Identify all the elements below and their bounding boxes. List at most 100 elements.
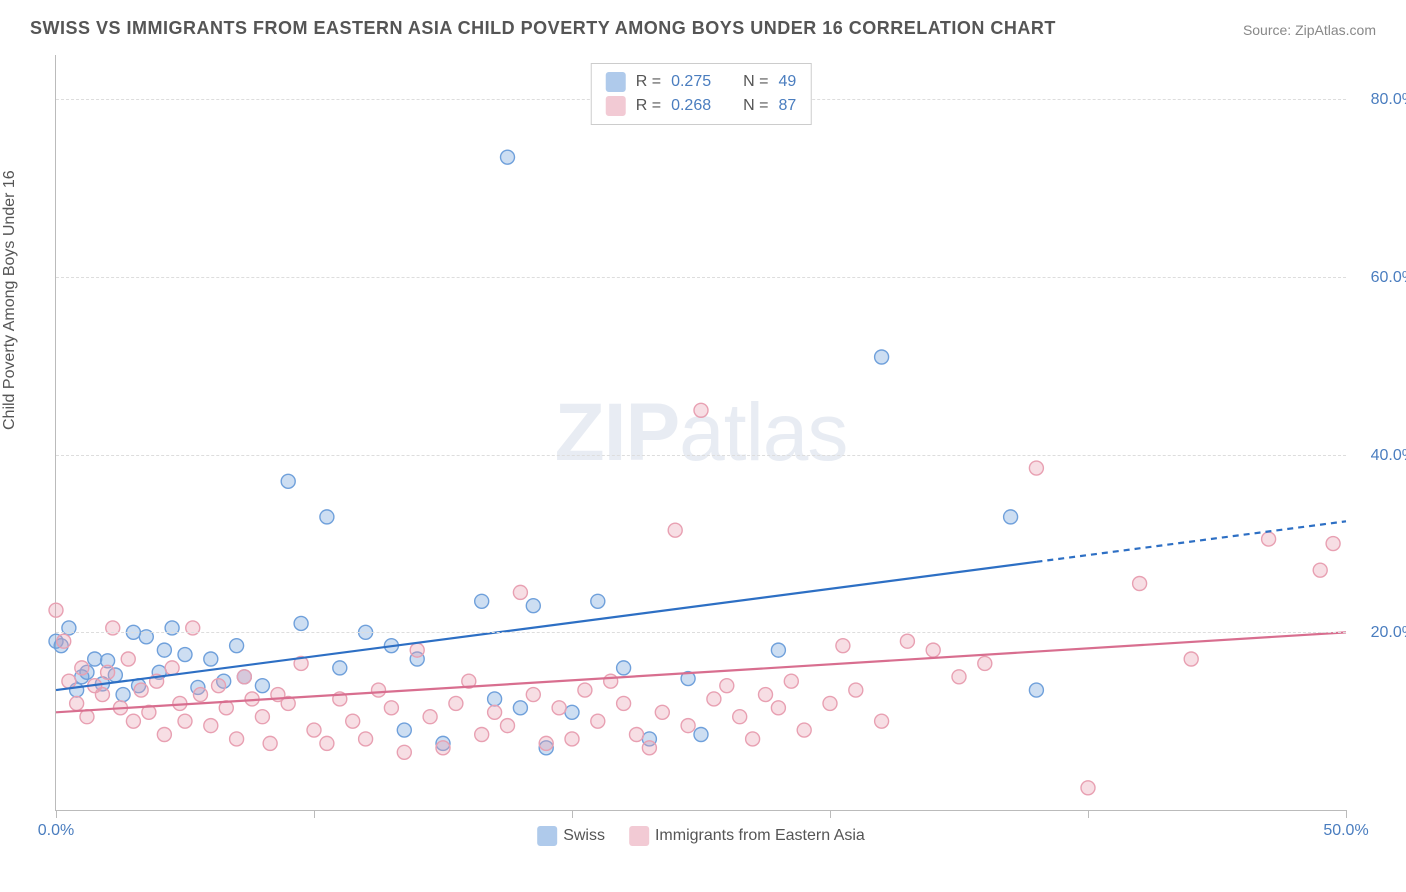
scatter-point xyxy=(733,710,747,724)
scatter-point xyxy=(307,723,321,737)
scatter-point xyxy=(204,652,218,666)
scatter-point xyxy=(57,634,71,648)
y-tick-label: 20.0% xyxy=(1371,624,1406,642)
x-tick xyxy=(1088,810,1089,818)
scatter-point xyxy=(797,723,811,737)
scatter-point xyxy=(397,723,411,737)
scatter-point xyxy=(178,648,192,662)
scatter-point xyxy=(134,683,148,697)
scatter-point xyxy=(875,714,889,728)
gridline: 40.0% xyxy=(56,455,1346,456)
x-tick xyxy=(56,810,57,818)
scatter-point xyxy=(281,474,295,488)
scatter-point xyxy=(255,679,269,693)
scatter-point xyxy=(346,714,360,728)
scatter-point xyxy=(630,728,644,742)
legend-stat-row: R =0.268N =87 xyxy=(606,94,797,118)
series-name: Swiss xyxy=(563,827,605,844)
scatter-point xyxy=(771,643,785,657)
trend-line xyxy=(56,562,1036,690)
scatter-point xyxy=(255,710,269,724)
x-tick xyxy=(314,810,315,818)
scatter-point xyxy=(565,705,579,719)
scatter-point xyxy=(204,719,218,733)
scatter-point xyxy=(707,692,721,706)
scatter-point xyxy=(900,634,914,648)
scatter-point xyxy=(237,670,251,684)
scatter-point xyxy=(88,652,102,666)
scatter-point xyxy=(501,719,515,733)
scatter-point xyxy=(230,732,244,746)
scatter-point xyxy=(720,679,734,693)
x-tick-label: 0.0% xyxy=(38,822,74,840)
r-value: 0.275 xyxy=(671,73,711,91)
scatter-point xyxy=(668,523,682,537)
scatter-point xyxy=(694,728,708,742)
y-tick-label: 80.0% xyxy=(1371,91,1406,109)
scatter-point xyxy=(95,688,109,702)
scatter-point xyxy=(1029,683,1043,697)
scatter-point xyxy=(157,643,171,657)
scatter-point xyxy=(1081,781,1095,795)
scatter-point xyxy=(591,714,605,728)
scatter-point xyxy=(681,719,695,733)
scatter-point xyxy=(565,732,579,746)
scatter-point xyxy=(101,665,115,679)
scatter-point xyxy=(157,728,171,742)
scatter-point xyxy=(591,594,605,608)
scatter-point xyxy=(784,674,798,688)
x-tick xyxy=(830,810,831,818)
series-name: Immigrants from Eastern Asia xyxy=(655,827,865,844)
series-legend-item: Swiss xyxy=(537,826,605,846)
scatter-point xyxy=(578,683,592,697)
y-tick-label: 40.0% xyxy=(1371,447,1406,465)
scatter-point xyxy=(1029,461,1043,475)
scatter-point xyxy=(875,350,889,364)
scatter-point xyxy=(230,639,244,653)
scatter-point xyxy=(1262,532,1276,546)
scatter-point xyxy=(75,661,89,675)
scatter-point xyxy=(294,616,308,630)
legend-stat-row: R =0.275N =49 xyxy=(606,70,797,94)
x-tick xyxy=(572,810,573,818)
scatter-point xyxy=(475,728,489,742)
scatter-point xyxy=(436,741,450,755)
scatter-point xyxy=(359,732,373,746)
scatter-point xyxy=(449,696,463,710)
scatter-point xyxy=(121,652,135,666)
scatter-point xyxy=(488,692,502,706)
scatter-point xyxy=(62,674,76,688)
scatter-point xyxy=(178,714,192,728)
scatter-point xyxy=(1004,510,1018,524)
legend-swatch xyxy=(606,72,626,92)
scatter-point xyxy=(263,736,277,750)
scatter-point xyxy=(655,705,669,719)
scatter-point xyxy=(746,732,760,746)
scatter-point xyxy=(333,661,347,675)
scatter-point xyxy=(397,745,411,759)
scatter-point xyxy=(49,603,63,617)
scatter-point xyxy=(823,696,837,710)
chart-svg xyxy=(56,55,1346,810)
scatter-point xyxy=(1184,652,1198,666)
scatter-point xyxy=(320,510,334,524)
scatter-point xyxy=(212,679,226,693)
scatter-point xyxy=(501,150,515,164)
scatter-point xyxy=(617,661,631,675)
chart-title: SWISS VS IMMIGRANTS FROM EASTERN ASIA CH… xyxy=(30,18,1056,39)
gridline: 60.0% xyxy=(56,277,1346,278)
scatter-point xyxy=(410,643,424,657)
scatter-point xyxy=(1326,537,1340,551)
series-legend: Swiss Immigrants from Eastern Asia xyxy=(537,826,865,846)
series-legend-item: Immigrants from Eastern Asia xyxy=(629,826,865,846)
source-attribution: Source: ZipAtlas.com xyxy=(1243,22,1376,38)
scatter-point xyxy=(926,643,940,657)
scatter-point xyxy=(488,705,502,719)
scatter-point xyxy=(372,683,386,697)
scatter-point xyxy=(836,639,850,653)
scatter-point xyxy=(80,710,94,724)
scatter-point xyxy=(759,688,773,702)
scatter-point xyxy=(1313,563,1327,577)
x-tick xyxy=(1346,810,1347,818)
scatter-point xyxy=(694,403,708,417)
